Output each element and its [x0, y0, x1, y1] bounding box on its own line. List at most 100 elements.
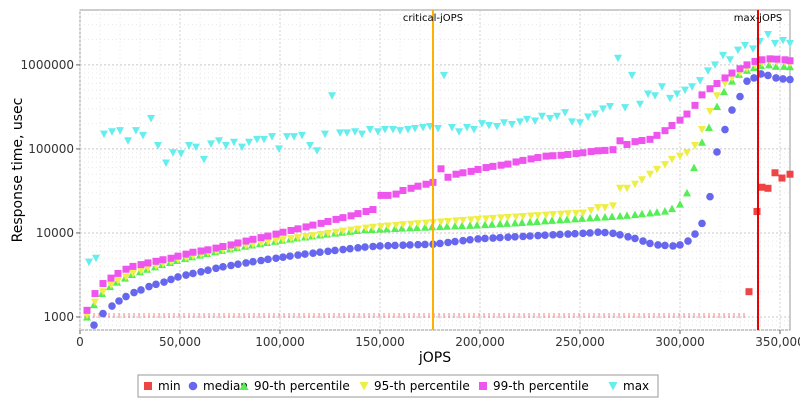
data-point-95-th-percentile: [601, 204, 609, 212]
data-point-90-th-percentile: [488, 220, 496, 228]
legend-swatch: [239, 381, 249, 390]
data-point-median: [728, 106, 736, 114]
data-point-median: [736, 92, 744, 101]
data-point-99-th-percentile: [557, 151, 565, 159]
data-point-90-th-percentile: [683, 188, 691, 197]
data-point-max: [734, 46, 742, 55]
data-point-90-th-percentile: [623, 211, 631, 219]
data-point-95-th-percentile: [392, 221, 400, 230]
data-point-99-th-percentile: [646, 135, 654, 143]
data-point-max: [230, 138, 238, 147]
data-point-99-th-percentile: [437, 165, 445, 173]
data-point-99-th-percentile: [444, 173, 452, 181]
data-point-99-th-percentile: [773, 55, 781, 63]
data-point-median: [504, 233, 512, 242]
data-point-95-th-percentile: [668, 155, 676, 164]
data-point-99-th-percentile: [227, 241, 235, 249]
data-point-99-th-percentile: [482, 164, 490, 172]
data-point-95-th-percentile: [264, 238, 272, 247]
data-point-max: [599, 105, 607, 113]
data-point-95-th-percentile: [623, 184, 631, 193]
data-point-max: [85, 258, 93, 267]
data-point-90-th-percentile: [638, 209, 646, 218]
data-point-median: [376, 242, 384, 250]
legend-swatch: [188, 381, 198, 391]
data-point-99-th-percentile: [422, 180, 430, 188]
data-point-95-th-percentile: [698, 126, 706, 134]
data-point-median: [654, 241, 662, 249]
y-tick-label: 1000: [43, 310, 74, 324]
data-point-median: [324, 247, 332, 256]
data-point-95-th-percentile: [122, 273, 130, 281]
data-point-95-th-percentile: [384, 222, 392, 230]
data-point-max: [538, 112, 546, 121]
data-point-max: [455, 128, 463, 136]
data-point-max: [321, 130, 329, 139]
series-median: [90, 70, 794, 329]
data-point-90-th-percentile: [563, 215, 571, 223]
data-point-95-th-percentile: [377, 223, 385, 231]
data-point-99-th-percentile: [587, 148, 595, 156]
data-point-min: [758, 183, 766, 191]
data-point-median: [399, 241, 407, 249]
data-point-max: [200, 155, 208, 164]
data-point-max: [764, 30, 772, 39]
data-point-90-th-percentile: [608, 212, 616, 220]
data-point-median: [391, 241, 399, 250]
data-point-90-th-percentile: [548, 216, 556, 224]
data-point-99-th-percentile: [497, 161, 505, 169]
data-point-90-th-percentile: [473, 221, 481, 229]
data-point-median: [167, 275, 175, 284]
data-point-max: [343, 129, 351, 137]
data-point-90-th-percentile: [376, 225, 384, 233]
data-point-95-th-percentile: [309, 232, 317, 240]
data-point-median: [451, 237, 459, 246]
data-point-99-th-percentile: [384, 191, 392, 199]
data-point-99-th-percentile: [249, 235, 257, 243]
data-point-99-th-percentile: [189, 248, 197, 256]
data-point-99-th-percentile: [279, 228, 287, 236]
data-point-max: [92, 254, 100, 263]
legend-label: 90-th percentile: [254, 379, 350, 393]
data-point-max: [238, 143, 246, 152]
data-point-95-th-percentile: [497, 214, 505, 222]
data-point-99-th-percentile: [324, 217, 332, 225]
data-point-90-th-percentile: [413, 223, 421, 232]
legend-label: max: [623, 379, 649, 393]
data-point-95-th-percentile: [272, 237, 280, 245]
data-point-max: [448, 123, 456, 132]
data-point-max: [523, 115, 531, 124]
data-point-99-th-percentile: [354, 210, 362, 218]
data-point-95-th-percentile: [317, 230, 325, 239]
data-point-90-th-percentile: [601, 212, 609, 221]
data-point-median: [764, 71, 772, 80]
data-point-99-th-percentile: [661, 127, 669, 135]
y-tick-label: 10000: [36, 226, 74, 240]
data-point-median: [436, 239, 444, 248]
data-point-median: [541, 231, 549, 240]
data-point-95-th-percentile: [129, 269, 137, 278]
data-point-median: [459, 236, 467, 245]
data-point-median: [601, 228, 609, 237]
data-point-median: [145, 282, 153, 291]
data-point-95-th-percentile: [369, 223, 377, 232]
data-point-median: [698, 219, 706, 228]
data-point-95-th-percentile: [527, 212, 535, 221]
data-point-99-th-percentile: [204, 246, 212, 254]
data-point-median: [519, 232, 527, 241]
data-point-median: [249, 257, 257, 266]
data-point-99-th-percentile: [743, 61, 751, 69]
data-point-95-th-percentile: [691, 141, 699, 150]
data-point-max: [621, 104, 629, 112]
data-point-median: [691, 230, 699, 238]
data-point-max: [696, 77, 704, 85]
marker-label-max-jops: max-jOPS: [734, 13, 782, 24]
data-point-95-th-percentile: [683, 149, 691, 157]
data-point-median: [786, 75, 794, 84]
data-point-max: [275, 145, 283, 153]
data-point-median: [511, 232, 519, 241]
data-point-median: [219, 263, 227, 271]
data-point-max: [192, 143, 200, 152]
